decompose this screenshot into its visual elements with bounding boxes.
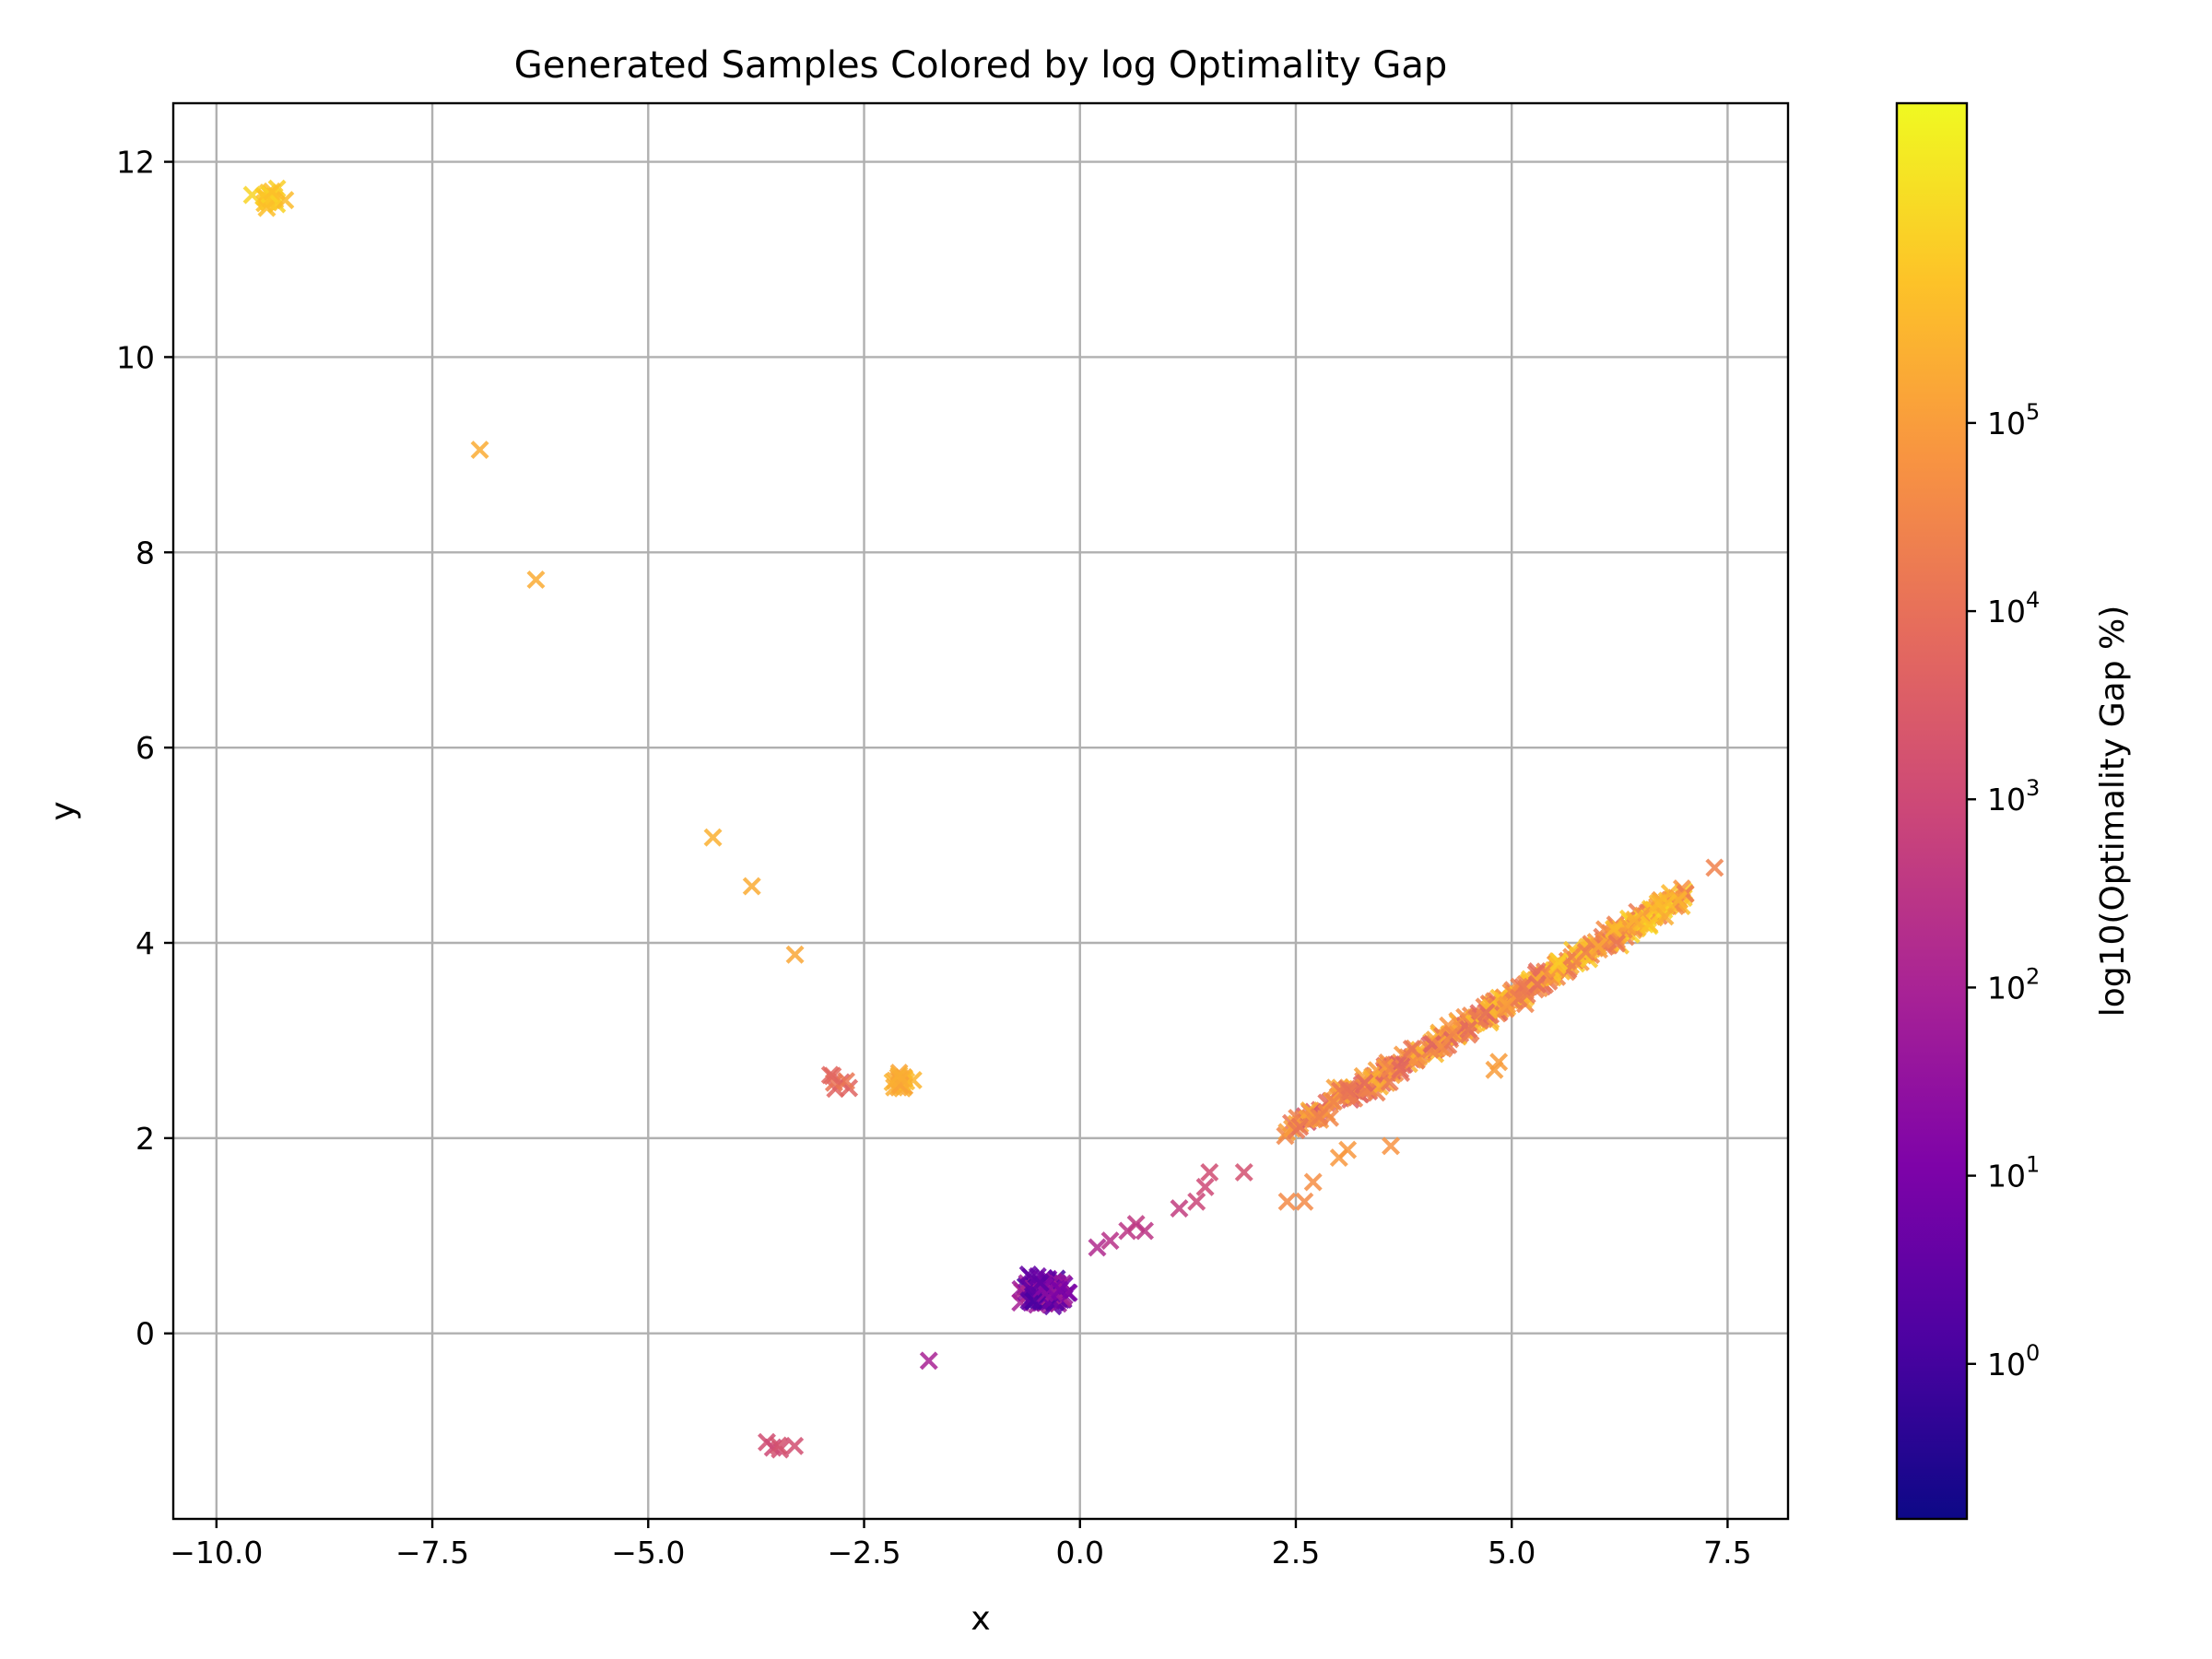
bridge-point — [1489, 1053, 1509, 1072]
band-point — [1355, 1073, 1374, 1092]
bridge-point — [1303, 1172, 1323, 1192]
y-tick-label: 4 — [135, 925, 155, 961]
band-point — [1528, 975, 1547, 994]
colorbar-tick-label: 100 — [1987, 1340, 2040, 1382]
cluster-point — [785, 1436, 805, 1455]
isolated-point — [470, 441, 489, 460]
cluster-point — [1050, 1280, 1069, 1300]
cluster-point — [1035, 1284, 1054, 1303]
y-tick-label: 10 — [116, 339, 155, 375]
cluster-point — [1018, 1265, 1038, 1284]
y-tick-label: 12 — [116, 145, 155, 181]
cluster-point — [1030, 1273, 1050, 1292]
x-tick-label: −7.5 — [395, 1535, 469, 1571]
band-point — [1655, 907, 1675, 926]
colorbar-ticks: 100 101 102 103 104 105 — [1967, 399, 2040, 1382]
bridge-point — [1338, 1140, 1358, 1159]
bridge-point — [1135, 1221, 1154, 1241]
y-tick-label: 2 — [135, 1121, 155, 1157]
band-point — [1477, 1003, 1496, 1022]
bridge-point — [1200, 1162, 1219, 1182]
bridge-point — [1088, 1238, 1107, 1257]
data-points — [242, 179, 1724, 1459]
cluster-point — [276, 191, 295, 210]
band-point — [1498, 995, 1517, 1015]
chart-title: Generated Samples Colored by log Optimal… — [514, 44, 1448, 87]
cluster-point — [837, 1072, 856, 1091]
colorbar-tick-label: 101 — [1987, 1152, 2040, 1194]
bridge-point — [1187, 1192, 1206, 1211]
band-point — [1391, 1060, 1410, 1079]
x-axis-label: x — [971, 1600, 990, 1638]
bridge-point — [1100, 1231, 1120, 1251]
bridge-point — [1277, 1192, 1297, 1211]
band-point — [1607, 934, 1627, 953]
bridge-point — [1170, 1199, 1189, 1218]
colorbar-tick-label: 105 — [1987, 399, 2040, 441]
bridge-point — [1234, 1162, 1253, 1182]
x-tick-label: 0.0 — [1056, 1535, 1104, 1571]
colorbar-label: log10(Optimality Gap %) — [2094, 606, 2132, 1018]
colorbar-tick-label: 103 — [1987, 775, 2040, 818]
isolated-point — [526, 570, 546, 589]
band-point — [1402, 1040, 1421, 1058]
x-tick-label: −2.5 — [827, 1535, 900, 1571]
cluster-point — [769, 1436, 788, 1455]
band-point — [1337, 1079, 1357, 1099]
cluster-point — [257, 198, 276, 218]
cluster-point — [1024, 1291, 1043, 1311]
x-tick-label: −10.0 — [170, 1535, 263, 1571]
band-point — [1549, 952, 1569, 971]
band-point — [1290, 1117, 1310, 1136]
isolated-point — [703, 828, 723, 847]
y-tick-label: 8 — [135, 535, 155, 571]
band-point — [1640, 914, 1659, 934]
cluster-point — [763, 1438, 782, 1457]
band-point — [1459, 1019, 1478, 1039]
y-axis-label: y — [44, 801, 82, 820]
y-tick-label: 6 — [135, 730, 155, 766]
band-point — [1324, 1092, 1343, 1112]
isolated-point — [919, 1351, 938, 1371]
x-tick-label: −5.0 — [611, 1535, 685, 1571]
cluster-point — [263, 182, 282, 201]
band-point — [1431, 1037, 1451, 1056]
band-point — [1648, 893, 1667, 912]
x-tick-label: 2.5 — [1272, 1535, 1320, 1571]
cluster-point — [820, 1065, 840, 1085]
band-point — [1604, 920, 1623, 938]
x-axis-ticks: −10.0 −7.5 −5.0 −2.5 0.0 2.5 5.0 7.5 — [170, 1519, 1752, 1571]
colorbar-tick-label: 104 — [1987, 587, 2040, 629]
grid-lines — [173, 103, 1788, 1519]
x-tick-label: 5.0 — [1488, 1535, 1535, 1571]
colorbar-gradient — [1897, 103, 1967, 1519]
band-point — [1625, 910, 1644, 929]
y-tick-label: 0 — [135, 1316, 155, 1352]
isolated-point — [785, 945, 805, 964]
bridge-point — [1382, 1136, 1401, 1156]
colorbar-frame — [1895, 101, 1969, 1521]
bridge-point — [1295, 1192, 1314, 1211]
colorbar-tick-label: 102 — [1987, 963, 2040, 1006]
plot-frame — [171, 101, 1790, 1521]
band-point — [1589, 937, 1608, 957]
band-point — [1310, 1108, 1329, 1127]
bridge-point — [1195, 1177, 1215, 1196]
y-axis-ticks: 0 2 4 6 8 10 12 — [116, 145, 173, 1352]
colorbar: 100 101 102 103 104 105 log10(Optimality Gap … — [1895, 101, 2132, 1521]
isolated-point — [742, 877, 761, 896]
x-tick-label: 7.5 — [1703, 1535, 1751, 1571]
isolated-point — [1705, 858, 1724, 877]
cluster-point — [891, 1069, 911, 1088]
